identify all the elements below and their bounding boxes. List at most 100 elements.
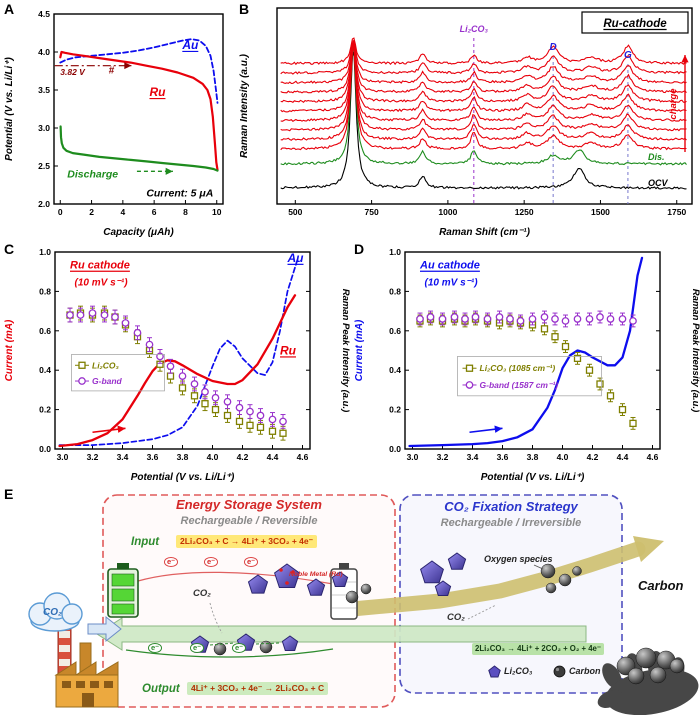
svg-text:Ru: Ru <box>280 343 297 357</box>
svg-text:3.6: 3.6 <box>147 452 159 462</box>
svg-text:Li₂CO₃: Li₂CO₃ <box>460 24 489 34</box>
panel-d: D 3.0 3.2 3.4 3.6 3.8 4.0 4.2 4.4 4.6 0.0 0.2 0.4 0.… <box>350 240 700 485</box>
svg-text:0.0: 0.0 <box>39 444 51 454</box>
svg-text:Raman Shift (cm⁻¹): Raman Shift (cm⁻¹) <box>439 227 531 238</box>
svg-text:3.6: 3.6 <box>497 452 509 462</box>
svg-text:charge: charge <box>668 88 679 120</box>
svg-text:1.0: 1.0 <box>389 247 401 257</box>
svg-text:3.0: 3.0 <box>407 452 419 462</box>
fix-equation: 2Li₂CO₃ → 4Li⁺ + 2CO₂ + O₂ + 4e⁻ <box>472 643 605 656</box>
output-label: Output <box>142 683 180 695</box>
svg-text:OCV: OCV <box>648 178 669 188</box>
ru-nanoparticle <box>279 568 283 572</box>
svg-text:Raman Intensity (a.u.): Raman Intensity (a.u.) <box>239 53 250 158</box>
co2-feed-arrow <box>87 615 122 643</box>
svg-text:1250: 1250 <box>515 207 534 217</box>
svg-text:0.0: 0.0 <box>389 444 401 454</box>
svg-text:G-band (1587 cm⁻¹): G-band (1587 cm⁻¹) <box>480 380 559 390</box>
svg-text:1000: 1000 <box>438 207 457 217</box>
svg-text:1750: 1750 <box>667 207 686 217</box>
svg-text:4.0: 4.0 <box>207 452 219 462</box>
svg-text:Au: Au <box>287 251 305 265</box>
svg-text:4: 4 <box>120 207 125 217</box>
svg-text:0.6: 0.6 <box>39 326 51 336</box>
svg-text:0.4: 0.4 <box>39 365 51 375</box>
svg-text:Ru cathode: Ru cathode <box>70 260 130 272</box>
svg-text:4.6: 4.6 <box>297 452 309 462</box>
svg-text:Au: Au <box>181 38 199 52</box>
svg-text:0: 0 <box>58 207 63 217</box>
svg-text:4.0: 4.0 <box>557 452 569 462</box>
svg-text:Raman Peak Intensity (a.u.): Raman Peak Intensity (a.u.) <box>340 289 350 413</box>
svg-text:Potential (V vs. Li/Li⁺): Potential (V vs. Li/Li⁺) <box>481 472 585 483</box>
svg-text:3.8: 3.8 <box>527 452 539 462</box>
svg-text:D: D <box>550 42 557 53</box>
svg-text:#: # <box>109 65 115 76</box>
svg-text:750: 750 <box>365 207 379 217</box>
electron-icon-3: e⁻ <box>244 557 259 567</box>
charge-flow-arrow <box>344 541 646 617</box>
svg-text:Dis.: Dis. <box>648 152 665 162</box>
electron-icon-5: e⁻ <box>190 643 205 653</box>
noble-metal-label: Noble Metal (Ru) <box>289 571 343 578</box>
svg-text:4.6: 4.6 <box>647 452 659 462</box>
factory-icon <box>54 622 119 708</box>
svg-text:3.0: 3.0 <box>57 452 69 462</box>
svg-text:0.2: 0.2 <box>39 405 51 415</box>
svg-text:Raman Peak Intensity (a.u.): Raman Peak Intensity (a.u.) <box>690 289 700 413</box>
panel-a-chart: 0 2 4 6 8 10 2.0 2.5 3.0 3.5 4.0 4.5 Capacity (μAh) P… <box>4 9 224 238</box>
svg-text:3.2: 3.2 <box>87 452 99 462</box>
co2-cloud-label: CO₂ <box>43 607 62 618</box>
svg-text:Potential (V vs. Li/Li⁺): Potential (V vs. Li/Li⁺) <box>4 57 15 161</box>
panel-b: B 500 750 1000 1250 1500 1750 Raman Shift (cm⁻… <box>235 0 700 240</box>
ess-subtitle: Rechargeable / Reversible <box>180 515 318 527</box>
svg-text:6: 6 <box>152 207 157 217</box>
svg-text:4.5: 4.5 <box>38 9 50 19</box>
svg-text:4.2: 4.2 <box>237 452 249 462</box>
svg-text:3.82 V: 3.82 V <box>60 67 86 77</box>
svg-text:Current: 5 μA: Current: 5 μA <box>146 187 213 199</box>
svg-text:2.0: 2.0 <box>38 199 50 209</box>
panel-a-label: A <box>4 1 15 17</box>
legend-li2co3: Li₂CO₃ <box>488 665 532 678</box>
svg-text:3.4: 3.4 <box>117 452 129 462</box>
svg-text:2: 2 <box>89 207 94 217</box>
fixation-title: CO₂ Fixation Strategy <box>444 499 578 514</box>
panel-e: E CO₂ Energy Storage System Rechargeable… <box>0 485 700 715</box>
svg-text:0.4: 0.4 <box>389 365 401 375</box>
panel-b-label: B <box>239 1 250 17</box>
svg-text:(10 mV s⁻¹): (10 mV s⁻¹) <box>425 277 479 288</box>
svg-text:4.0: 4.0 <box>38 47 50 57</box>
svg-text:0.8: 0.8 <box>389 286 401 296</box>
panel-c: C 3.0 3.2 3.4 3.6 3.8 4.0 4.2 4.4 4.6 0.0 0.2 0.4 0.… <box>0 240 350 485</box>
electron-icon-2: e⁻ <box>204 557 219 567</box>
input-label: Input <box>131 536 160 548</box>
output-equation: 4Li⁺ + 3CO₂ + 4e⁻ → 2Li₂CO₃ + C <box>187 682 329 695</box>
panel-d-label: D <box>354 241 365 257</box>
svg-text:G: G <box>624 50 632 61</box>
svg-text:(10 mV s⁻¹): (10 mV s⁻¹) <box>75 277 129 288</box>
svg-text:Capacity (μAh): Capacity (μAh) <box>103 227 174 238</box>
fixation-subtitle: Rechargeable / Irreversible <box>440 517 582 529</box>
oxygen-species-label: Oxygen species <box>484 554 553 564</box>
carbon-sphere-icon <box>553 665 566 678</box>
electron-icon-4: e⁻ <box>148 643 163 653</box>
svg-text:Li₂CO₃ (1085 cm⁻¹): Li₂CO₃ (1085 cm⁻¹) <box>480 363 556 373</box>
electron-path-discharge <box>125 648 334 658</box>
panel-b-chart: 500 750 1000 1250 1500 1750 Raman Shift (cm⁻¹)… <box>239 7 693 238</box>
panel-d-chart: 3.0 3.2 3.4 3.6 3.8 4.0 4.2 4.4 4.6 0.0 0.2 0.4 0.6 0… <box>354 247 700 483</box>
svg-text:3.5: 3.5 <box>38 85 50 95</box>
svg-text:Current (mA): Current (mA) <box>354 319 365 381</box>
svg-text:1500: 1500 <box>591 207 610 217</box>
svg-text:2.5: 2.5 <box>38 161 50 171</box>
svg-text:1.0: 1.0 <box>39 247 51 257</box>
svg-text:0.6: 0.6 <box>389 326 401 336</box>
svg-text:3.0: 3.0 <box>38 123 50 133</box>
svg-text:8: 8 <box>183 207 188 217</box>
svg-text:G-band: G-band <box>92 376 123 386</box>
co2-cloud-icon <box>28 592 83 632</box>
svg-text:Ru: Ru <box>149 85 166 99</box>
carbon-label: Carbon <box>638 578 684 593</box>
svg-text:3.8: 3.8 <box>177 452 189 462</box>
